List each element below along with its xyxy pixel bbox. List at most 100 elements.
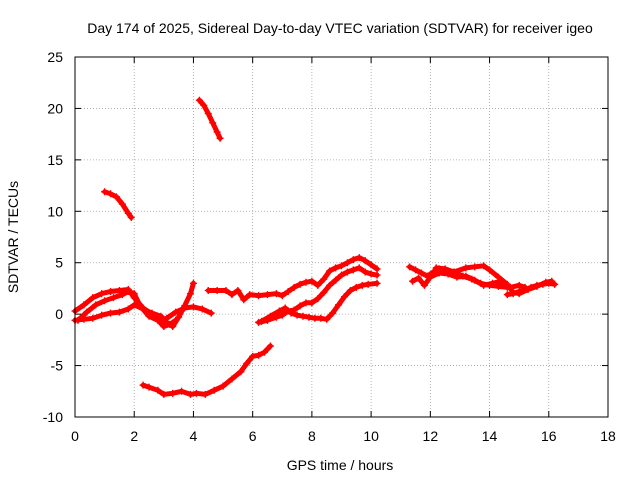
data-point [373,279,381,287]
data-point [98,311,106,319]
data-point [118,291,126,299]
data-point [287,309,295,317]
data-point [509,290,517,298]
data-point [127,213,135,221]
data-point [213,286,221,294]
data-point [204,286,212,294]
data-point [154,316,162,324]
data-point [207,309,215,317]
data-point [335,301,343,309]
data-point [462,264,470,272]
data-point [178,387,186,395]
data-point [255,292,263,300]
data-point [258,317,266,325]
data-point [80,301,88,309]
data-point [308,277,316,285]
data-point [243,360,251,368]
data-point [296,302,304,310]
data-point [417,269,425,277]
data-point [361,268,369,276]
data-point [186,390,194,398]
y-tick-label: 25 [47,49,63,65]
data-point [462,272,470,280]
data-point [118,200,126,208]
data-point [222,286,230,294]
x-tick-label: 8 [308,428,316,444]
data-point [503,291,511,299]
data-point [489,279,497,287]
data-point [172,308,180,316]
data-point [302,278,310,286]
data-point [136,302,144,310]
data-point [373,271,381,279]
data-point [130,301,138,309]
data-point [503,280,511,288]
x-tick-label: 10 [363,428,379,444]
data-series-arc-g [204,254,381,304]
data-point [83,308,91,316]
data-point [272,290,280,298]
data-point [201,390,209,398]
data-point [240,296,248,304]
data-point [521,285,529,293]
data-point [275,307,283,315]
data-point [340,293,348,301]
data-point [305,313,313,321]
data-point [255,351,263,359]
data-point [320,275,328,283]
data-point [107,309,115,317]
data-point [124,305,132,313]
data-point [160,390,168,398]
x-axis-label: GPS time / hours [287,457,394,473]
data-point [186,290,194,298]
data-point [92,301,100,309]
data-point [352,283,360,291]
data-point [329,309,337,317]
x-tick-label: 18 [600,428,616,444]
data-point [515,288,523,296]
data-point [343,268,351,276]
data-point [314,281,322,289]
x-tick-label: 16 [541,428,557,444]
y-tick-label: -10 [43,409,63,425]
data-series-arc-d [101,188,135,221]
data-point [515,281,523,289]
data-point [332,276,340,284]
data-point [107,190,115,198]
x-tick-label: 14 [482,428,498,444]
data-point [109,294,117,302]
data-point [266,342,274,350]
data-point [200,101,208,109]
data-point [107,288,115,296]
data-point [414,274,422,282]
data-series-arc-m [503,279,559,299]
data-point [204,110,212,118]
data-point [343,259,351,267]
data-point [361,257,369,265]
data-point [115,308,123,316]
data-point [450,268,458,276]
data-point [213,128,221,136]
grid [75,57,608,417]
data-point [539,280,547,288]
data-point [349,266,357,274]
data-point [326,281,334,289]
data-point [234,286,242,294]
data-point [278,292,286,300]
y-tick-label: -5 [51,358,64,374]
data-point [169,389,177,397]
y-axis-label: SDTVAR / TECUs [5,181,21,293]
y-tick-label: 10 [47,203,63,219]
data-series-arc-f [139,342,274,398]
data-point [145,383,153,391]
data-point [195,96,203,104]
data-point [284,288,292,296]
data-point [112,193,120,201]
data-point [409,277,417,285]
data-point [426,273,434,281]
x-tick-label: 6 [249,428,257,444]
y-tick-label: 15 [47,152,63,168]
data-point [302,299,310,307]
data-point [278,311,286,319]
